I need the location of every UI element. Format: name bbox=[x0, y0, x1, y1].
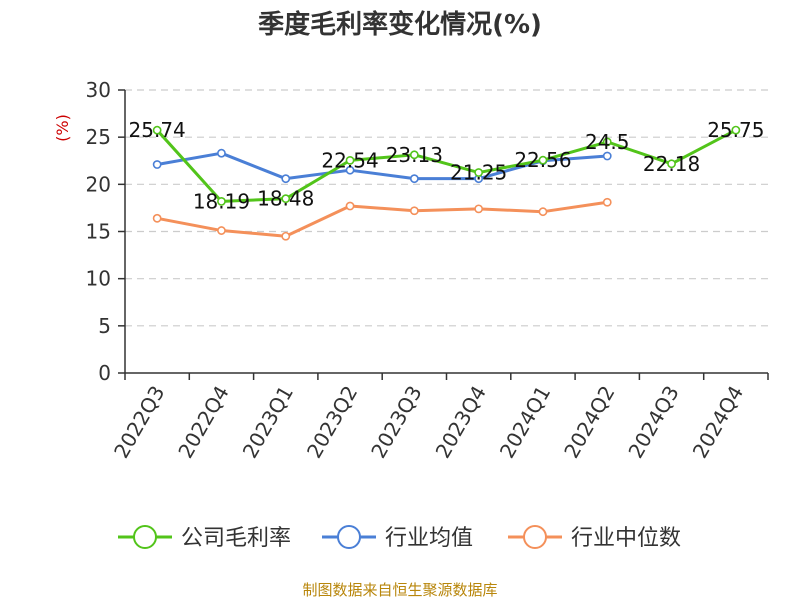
x-tick-label: 2023Q3 bbox=[366, 382, 426, 463]
data-label: 25.74 bbox=[129, 118, 186, 142]
y-tick-label: 15 bbox=[86, 220, 111, 244]
x-tick-label: 2023Q2 bbox=[302, 382, 362, 463]
data-point bbox=[409, 150, 419, 160]
legend-label: 行业中位数 bbox=[571, 526, 681, 551]
series-line bbox=[156, 128, 737, 203]
data-point bbox=[217, 197, 226, 206]
data-label: 24.5 bbox=[585, 130, 630, 154]
data-point bbox=[345, 201, 355, 211]
data-point bbox=[281, 194, 291, 204]
y-tick-label: 30 bbox=[86, 78, 111, 102]
data-point bbox=[409, 206, 419, 216]
data-point bbox=[731, 125, 741, 135]
y-tick-label: 0 bbox=[98, 361, 111, 385]
x-tick-label: 2023Q4 bbox=[431, 382, 491, 463]
data-point bbox=[281, 231, 291, 241]
data-point bbox=[538, 207, 548, 217]
source-note: 制图数据来自恒生聚源数据库 bbox=[302, 581, 498, 599]
y-axis-unit-label: (%) bbox=[53, 114, 72, 142]
x-tick-label: 2024Q3 bbox=[623, 382, 683, 463]
series-line bbox=[156, 200, 608, 238]
data-label: 22.56 bbox=[514, 148, 571, 172]
x-tick-label: 2022Q4 bbox=[173, 382, 233, 463]
y-tick-label: 5 bbox=[98, 314, 111, 338]
y-tick-label: 20 bbox=[86, 172, 111, 196]
legend-swatch-marker bbox=[337, 525, 361, 549]
data-label: 23.13 bbox=[386, 143, 443, 167]
data-point bbox=[217, 148, 226, 158]
data-label: 22.54 bbox=[321, 148, 378, 172]
data-point bbox=[217, 226, 226, 235]
data-point bbox=[667, 159, 676, 169]
data-label: 21.25 bbox=[450, 161, 507, 185]
x-tick-label: 2022Q3 bbox=[109, 382, 169, 463]
data-point bbox=[152, 160, 162, 169]
data-point bbox=[409, 174, 419, 184]
data-point bbox=[474, 204, 484, 214]
data-point bbox=[281, 174, 291, 184]
data-point bbox=[538, 155, 548, 165]
data-point bbox=[345, 155, 355, 165]
x-tick-label: 2024Q2 bbox=[559, 382, 619, 463]
data-point bbox=[602, 151, 612, 161]
data-label: 18.19 bbox=[193, 189, 250, 213]
legend: 公司毛利率 行业均值 行业中位数 bbox=[118, 525, 681, 551]
x-tick-label: 2023Q1 bbox=[238, 382, 298, 463]
legend-swatch-marker bbox=[133, 525, 157, 549]
data-point bbox=[602, 197, 612, 207]
data-point bbox=[152, 125, 162, 135]
y-tick-label: 10 bbox=[86, 267, 111, 291]
x-tick-label: 2024Q1 bbox=[495, 382, 555, 463]
legend-label: 行业均值 bbox=[385, 526, 473, 551]
y-tick-label: 25 bbox=[86, 125, 111, 149]
legend-swatch-marker bbox=[523, 525, 547, 549]
data-point bbox=[345, 165, 355, 175]
data-label: 22.18 bbox=[643, 152, 700, 176]
data-point bbox=[602, 137, 612, 147]
chart-title: 季度毛利率变化情况(%) bbox=[258, 10, 542, 40]
data-labels: 25.74 18.19 18.48 22.54 23.13 21.25 22.56 24.5 2… bbox=[129, 118, 765, 213]
data-point bbox=[474, 168, 484, 177]
legend-label: 公司毛利率 bbox=[181, 526, 291, 551]
series-lines bbox=[152, 125, 741, 241]
data-label: 25.75 bbox=[707, 118, 764, 142]
data-label: 18.48 bbox=[257, 187, 314, 211]
data-point bbox=[152, 213, 162, 223]
x-tick-label: 2024Q4 bbox=[688, 382, 748, 463]
